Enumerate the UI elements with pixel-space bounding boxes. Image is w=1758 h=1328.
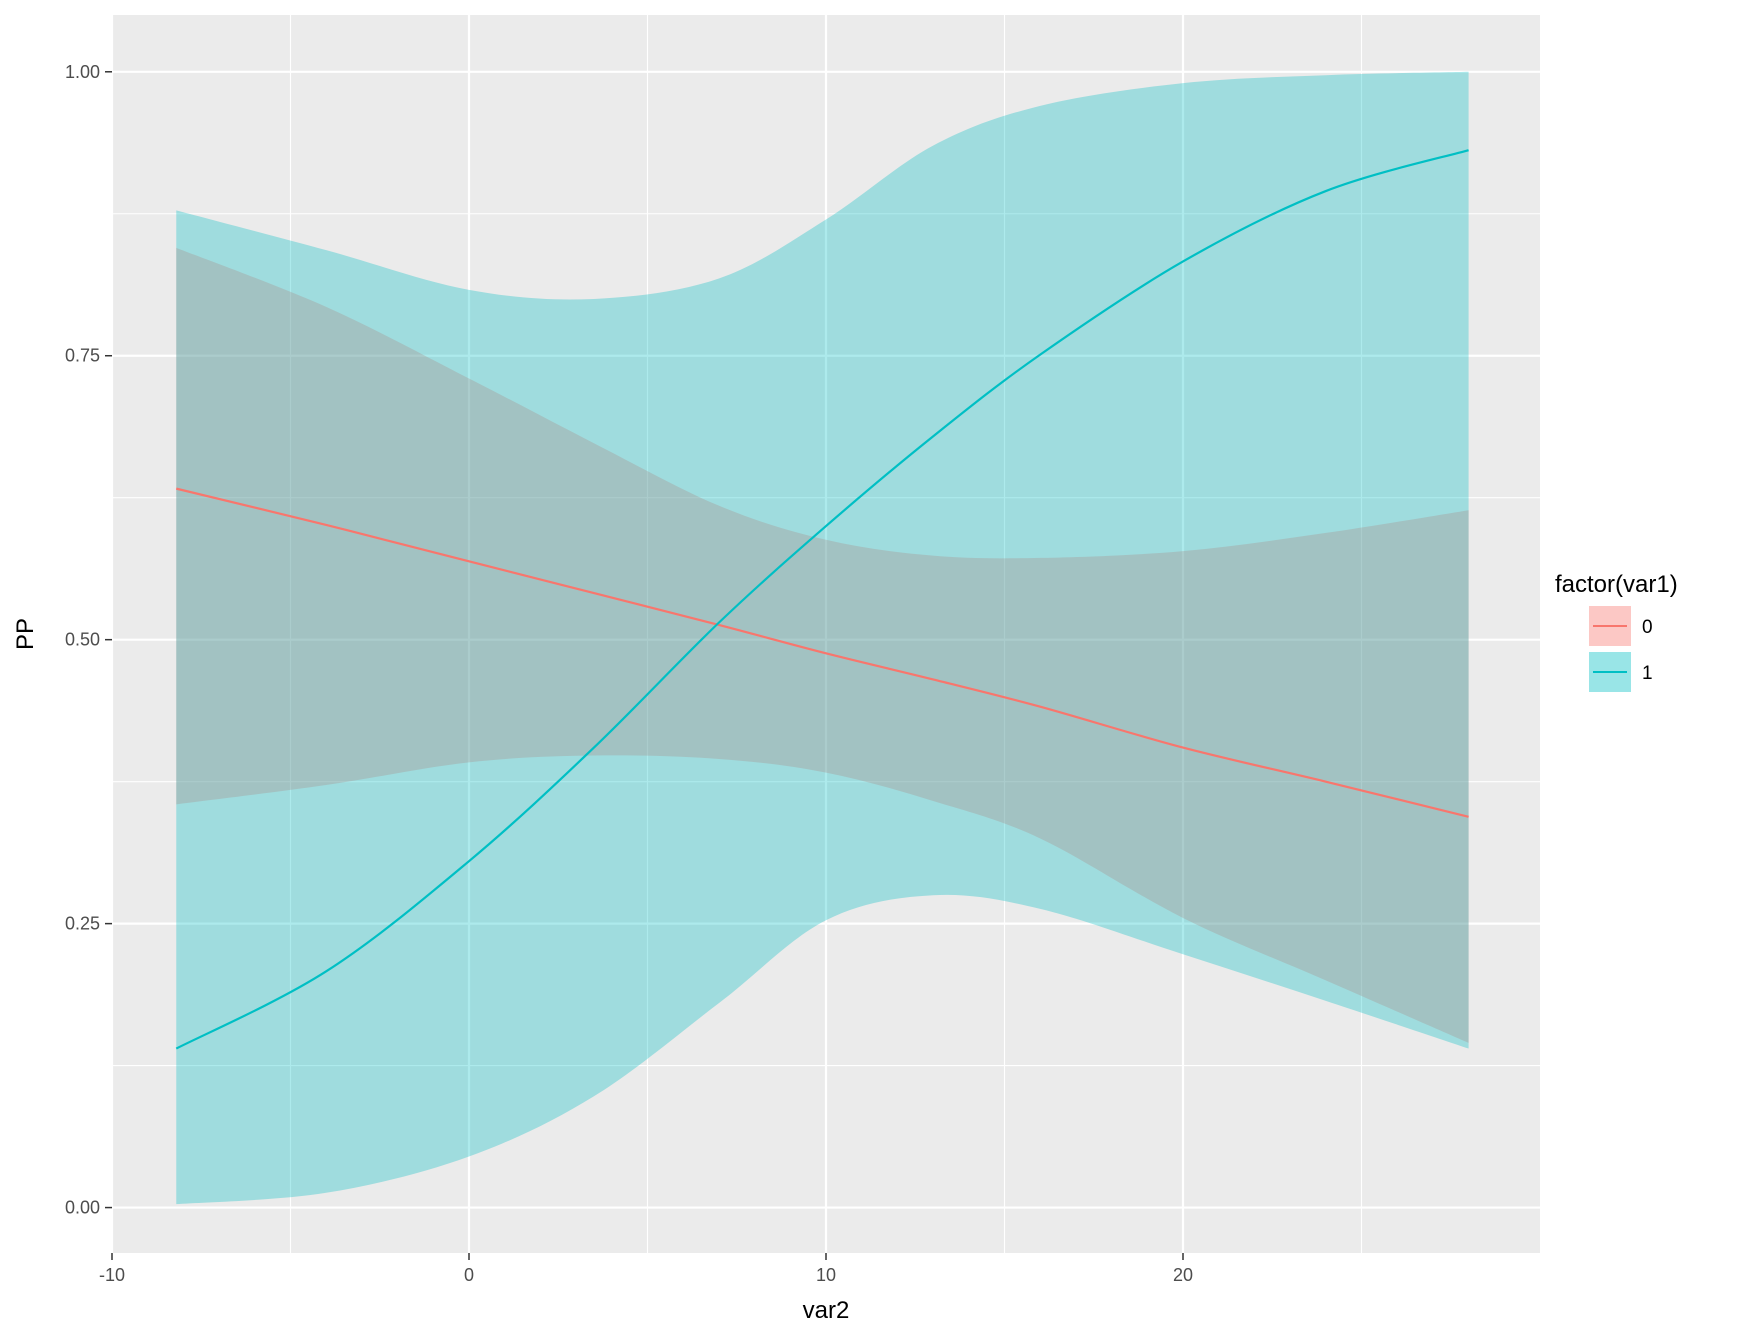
ribbon-series-1 [176,71,1469,1205]
y-tick-label: 1.00 [65,62,100,82]
x-axis-title: var2 [803,1297,850,1324]
legend-label-1: 1 [1642,663,1653,684]
series-lines [175,149,1469,1050]
x-tick-label: 10 [816,1265,836,1285]
line-series-1 [175,149,1469,1050]
x-axis: -10 0 10 20 [99,1253,1193,1285]
ribbon-series-0 [176,247,1469,1043]
x-tick-label: 20 [1173,1265,1193,1285]
y-axis: 0.00 0.25 0.50 0.75 1.00 [65,62,112,1218]
confidence-ribbons [176,71,1469,1205]
x-tick-label: 0 [464,1265,474,1285]
y-tick-label: 0.75 [65,346,100,366]
y-tick-label: 0.00 [65,1198,100,1218]
legend-label-0: 0 [1642,617,1653,638]
x-tick-label: -10 [99,1265,125,1285]
y-tick-label: 0.25 [65,914,100,934]
legend: factor(var1) 0 1 [1555,571,1678,692]
y-axis-title: PP [12,618,39,650]
y-tick-label: 0.50 [65,630,100,650]
line-series-0 [176,487,1469,818]
legend-title: factor(var1) [1555,571,1678,598]
major-gridlines [110,15,1540,1253]
